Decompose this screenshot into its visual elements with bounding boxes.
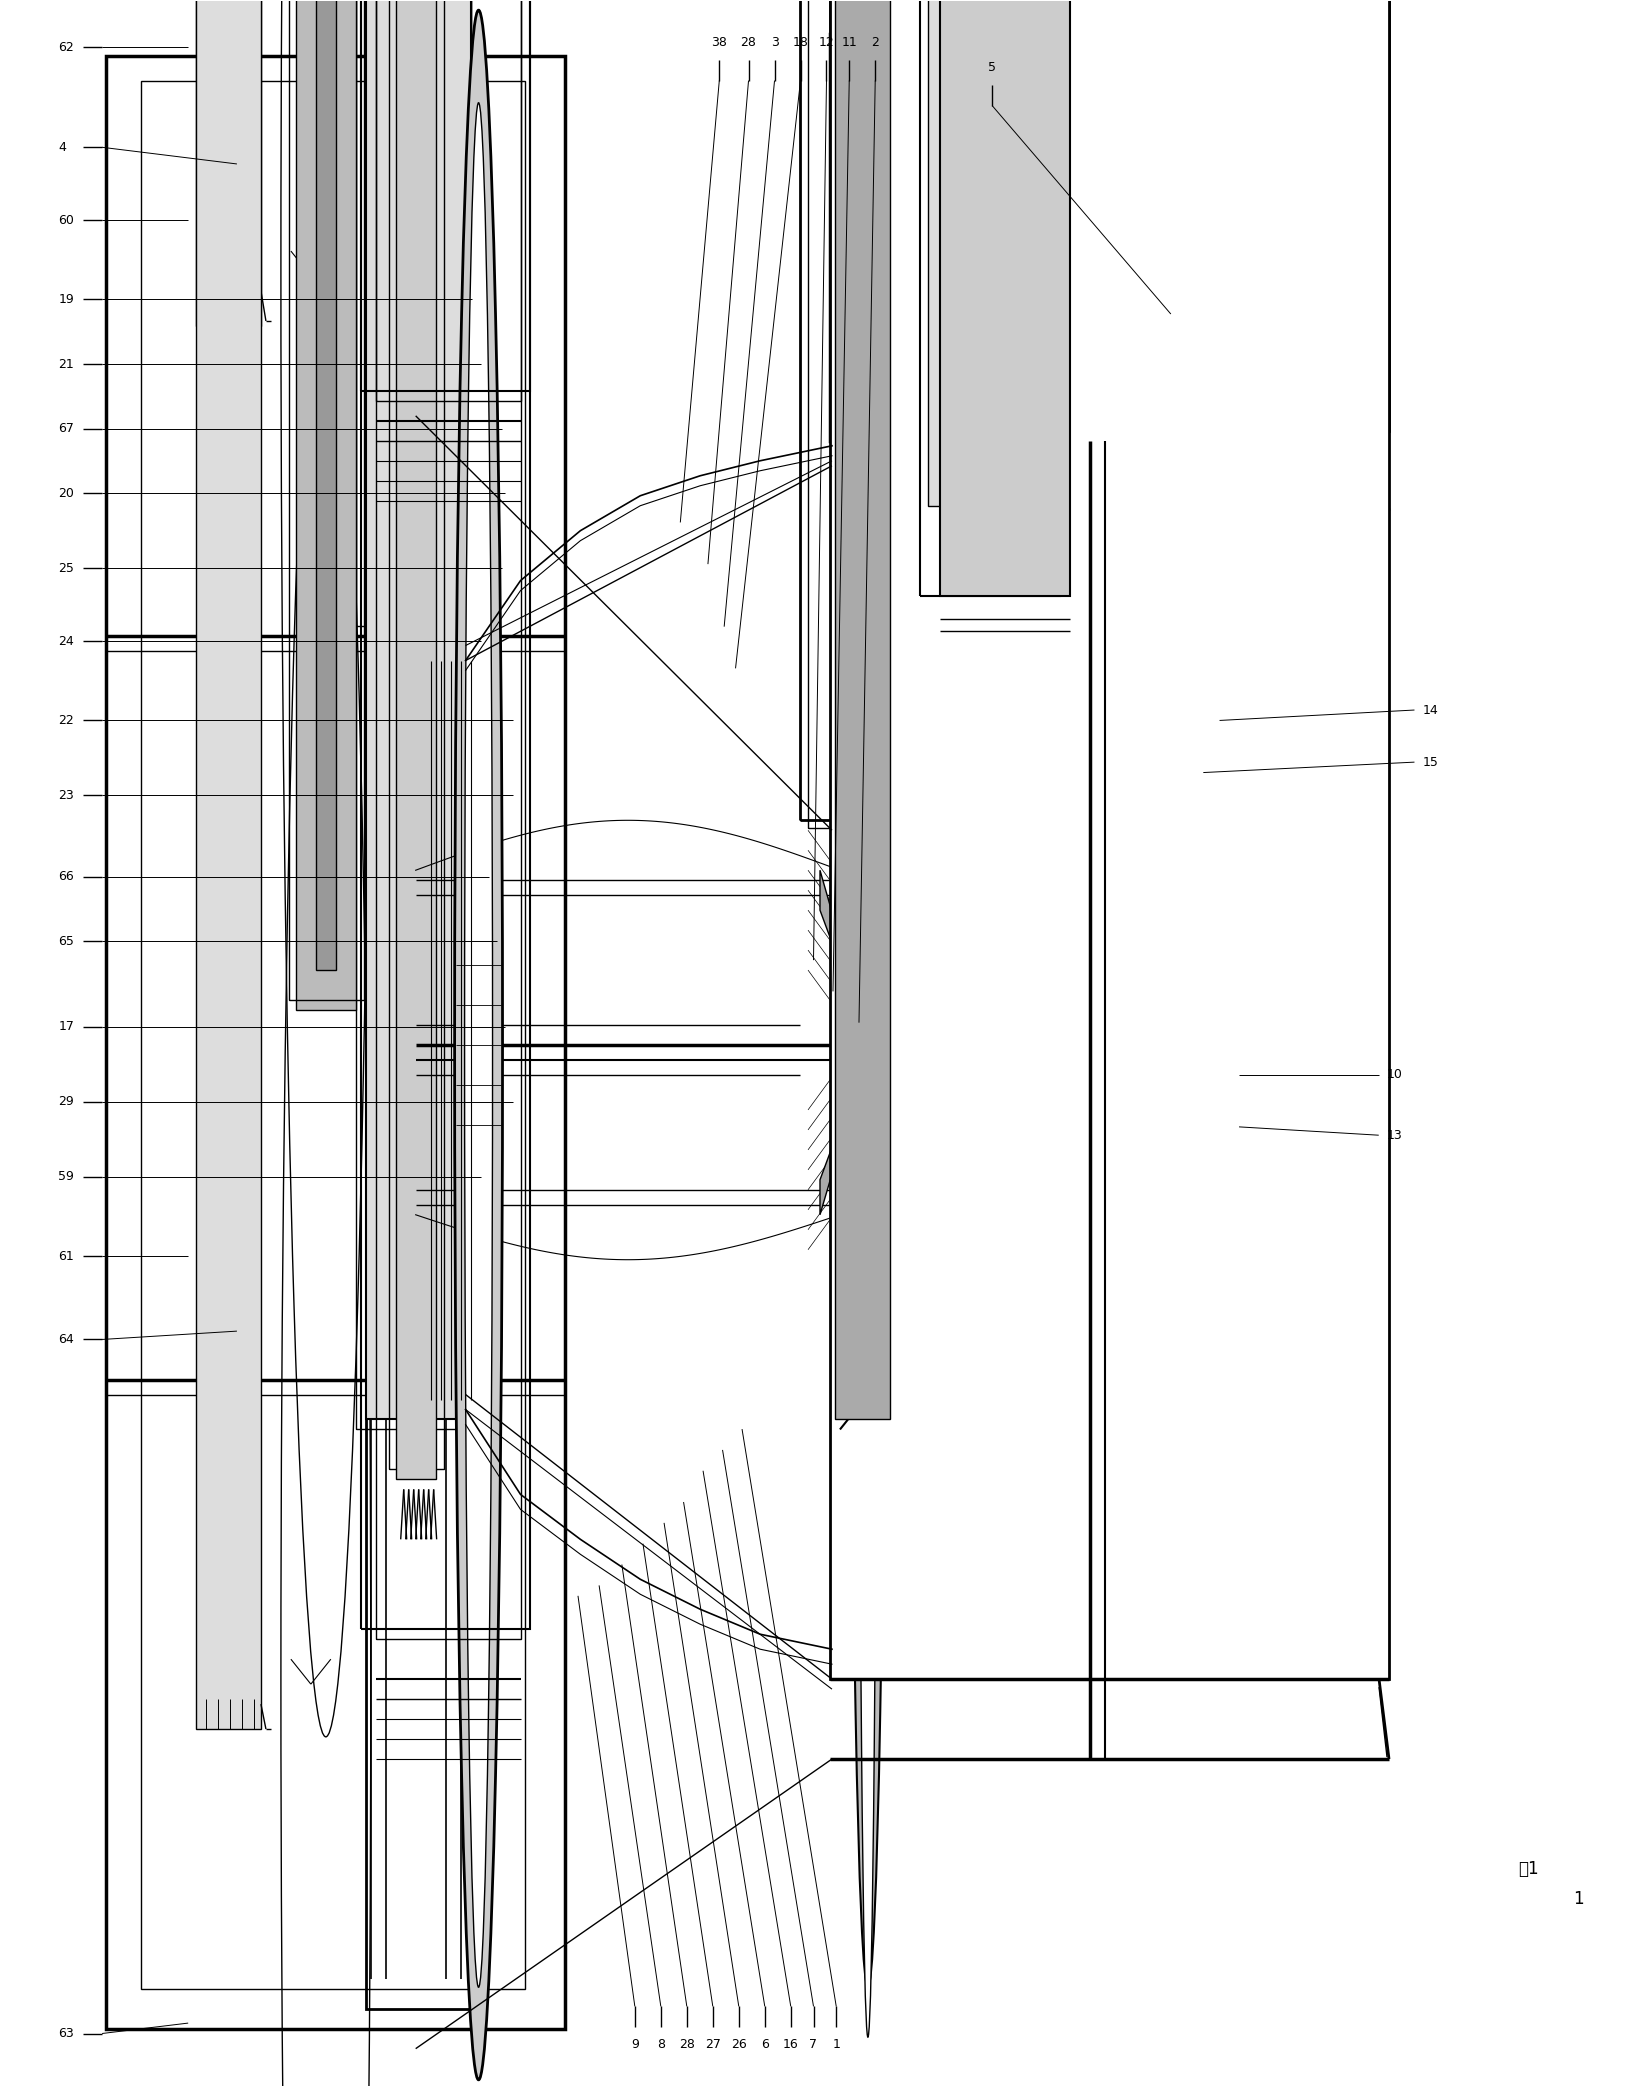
Text: 21: 21 [59, 357, 73, 371]
Text: 3: 3 [771, 35, 778, 50]
Text: 18: 18 [792, 35, 809, 50]
Polygon shape [820, 1046, 870, 1215]
Bar [940, 0, 1069, 595]
Text: 24: 24 [59, 634, 73, 647]
Bar [395, 0, 436, 576]
Text: 5: 5 [988, 61, 996, 75]
Polygon shape [820, 870, 870, 1046]
Text: 28: 28 [740, 35, 757, 50]
Text: 27: 27 [704, 2037, 721, 2052]
Bar [316, 0, 335, 970]
Text: 65: 65 [59, 935, 75, 947]
Bar [389, 0, 444, 1469]
Text: 图1: 图1 [1518, 1860, 1539, 1878]
Bar [376, 0, 521, 401]
Bar [936, 0, 989, 989]
Bar [844, 15, 1274, 461]
Text: 66: 66 [59, 870, 73, 883]
Bar [296, 0, 356, 1010]
Text: 9: 9 [631, 2037, 639, 2052]
Ellipse shape [454, 10, 503, 2081]
Bar [366, 61, 470, 2008]
Text: 22: 22 [59, 714, 73, 726]
Bar [356, 0, 470, 626]
Text: 15: 15 [1422, 755, 1438, 768]
Text: 38: 38 [711, 35, 727, 50]
Bar [290, 0, 364, 1000]
Text: 26: 26 [731, 2037, 747, 2052]
Text: 28: 28 [678, 2037, 695, 2052]
Ellipse shape [465, 102, 493, 1987]
Bar [919, 0, 1059, 595]
Bar [361, 0, 530, 1630]
Text: 8: 8 [657, 2037, 665, 2052]
Text: 1: 1 [1573, 1891, 1585, 1908]
Bar [197, 0, 260, 326]
Text: 25: 25 [59, 561, 75, 574]
Bar [927, 0, 1056, 505]
Text: 16: 16 [783, 2037, 799, 2052]
Text: 13: 13 [1386, 1129, 1402, 1142]
Bar [809, 0, 953, 829]
Bar [366, 0, 470, 1419]
Text: 1: 1 [833, 2037, 840, 2052]
Text: 29: 29 [59, 1096, 73, 1108]
Text: 60: 60 [59, 213, 75, 227]
Text: 17: 17 [59, 1021, 75, 1033]
Text: 63: 63 [59, 2026, 73, 2039]
Text: 59: 59 [59, 1171, 75, 1183]
Bar [142, 81, 526, 1989]
Ellipse shape [859, 52, 877, 2037]
Bar [830, 0, 1389, 430]
Text: 4: 4 [59, 140, 67, 154]
Text: 6: 6 [761, 2037, 768, 2052]
Text: 67: 67 [59, 422, 75, 436]
Bar [830, 0, 1389, 1680]
Bar [835, 0, 890, 1419]
Bar [361, 0, 530, 390]
Text: 61: 61 [59, 1250, 73, 1263]
Text: 19: 19 [59, 292, 73, 307]
Text: 64: 64 [59, 1334, 73, 1346]
Bar [940, 0, 989, 985]
Bar [830, 33, 1289, 440]
Bar [106, 56, 566, 2029]
Bar [800, 0, 960, 820]
Bar [366, 0, 470, 637]
Text: 23: 23 [59, 789, 73, 801]
Ellipse shape [851, 102, 885, 1987]
Text: 12: 12 [818, 35, 835, 50]
Bar [389, 0, 444, 566]
Bar [356, 0, 470, 1430]
Bar [197, 0, 260, 1730]
Bar [395, 0, 436, 1480]
Text: 62: 62 [59, 42, 73, 54]
Text: 2: 2 [872, 35, 879, 50]
Text: 10: 10 [1386, 1069, 1402, 1081]
Bar [376, 0, 521, 1638]
Text: 20: 20 [59, 486, 75, 499]
Text: 14: 14 [1422, 703, 1438, 716]
Text: 11: 11 [841, 35, 857, 50]
Text: 7: 7 [810, 2037, 817, 2052]
